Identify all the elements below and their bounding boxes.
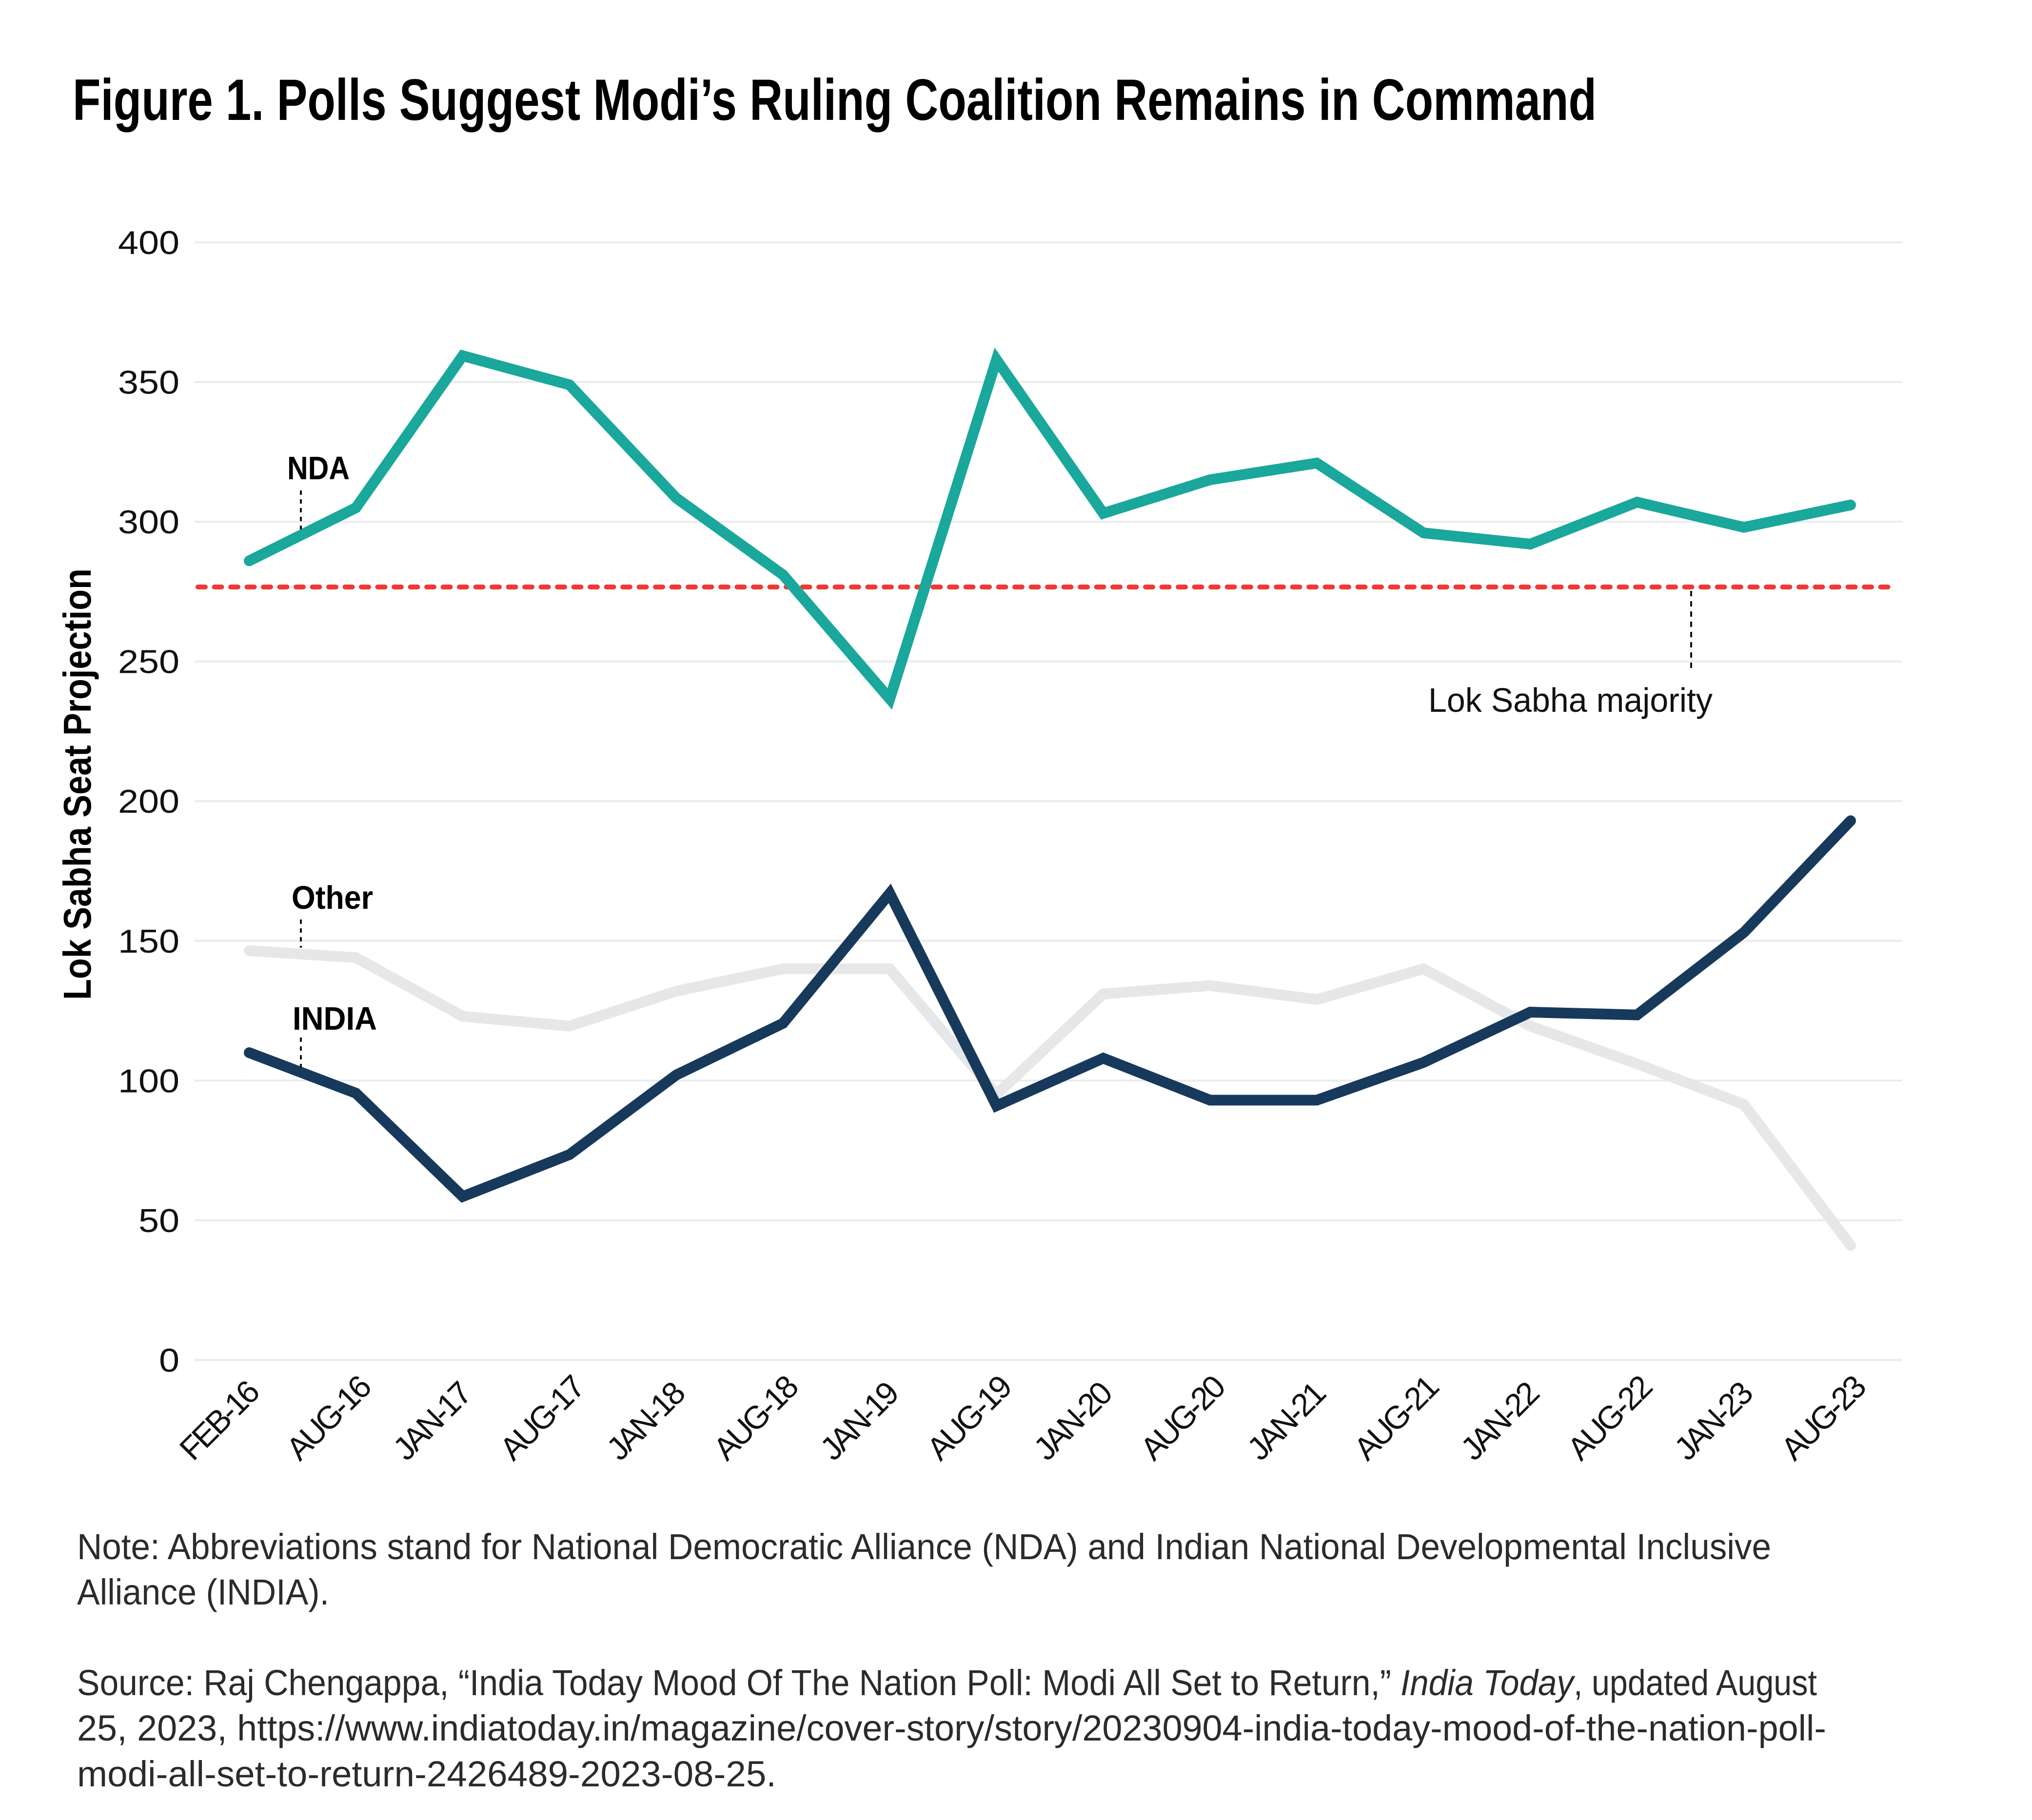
svg-text:25, 2023, https://www.indiatod: 25, 2023, https://www.indiatoday.in/maga…: [77, 1708, 1826, 1748]
svg-text:Alliance (INDIA).: Alliance (INDIA).: [77, 1572, 329, 1612]
svg-text:300: 300: [118, 504, 179, 541]
svg-text:modi-all-set-to-return-2426489: modi-all-set-to-return-2426489-2023-08-2…: [77, 1754, 776, 1794]
svg-text:250: 250: [118, 644, 179, 681]
svg-text:200: 200: [118, 783, 179, 820]
svg-text:350: 350: [118, 364, 179, 401]
svg-text:100: 100: [118, 1062, 179, 1099]
svg-text:Figure 1. Polls Suggest Modi’s: Figure 1. Polls Suggest Modi’s Ruling Co…: [73, 67, 1597, 133]
svg-text:INDIA: INDIA: [293, 1000, 377, 1037]
svg-text:Other: Other: [292, 880, 373, 916]
svg-text:NDA: NDA: [287, 450, 350, 487]
svg-text:150: 150: [118, 923, 179, 960]
svg-text:India Today: India Today: [1401, 1663, 1576, 1703]
svg-text:, updated August: , updated August: [1574, 1663, 1817, 1703]
svg-text:0: 0: [159, 1342, 179, 1379]
svg-text:50: 50: [138, 1202, 179, 1239]
svg-text:400: 400: [118, 224, 179, 261]
svg-text:Note: Abbreviations stand for: Note: Abbreviations stand for National D…: [77, 1526, 1771, 1567]
svg-text:Lok Sabha Seat Projection: Lok Sabha Seat Projection: [56, 568, 99, 1000]
svg-text:Source: Raj Chengappa, “India: Source: Raj Chengappa, “India Today Mood…: [77, 1663, 1391, 1703]
svg-text:Lok Sabha majority: Lok Sabha majority: [1428, 681, 1713, 719]
